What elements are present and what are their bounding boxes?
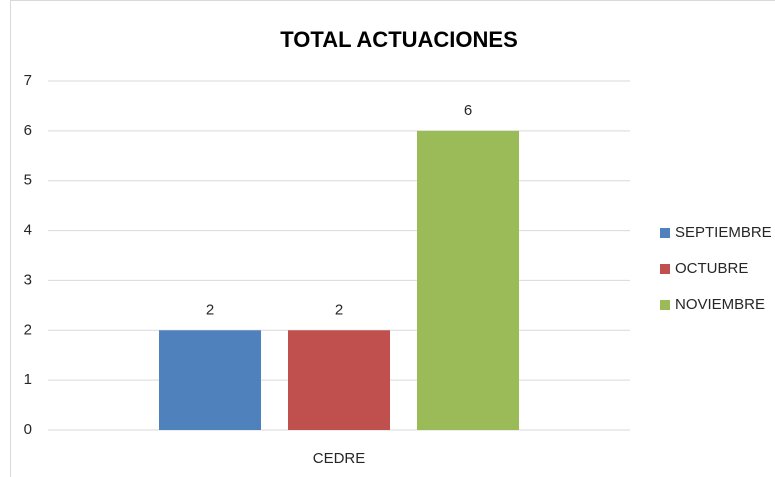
- chart-title: TOTAL ACTUACIONES: [280, 27, 518, 52]
- data-label: 6: [464, 102, 472, 119]
- y-tick-label: 6: [24, 122, 32, 139]
- legend-swatch: [660, 300, 670, 310]
- y-tick-label: 1: [24, 371, 32, 388]
- x-tick-label: CEDRE: [313, 450, 366, 467]
- data-label: 2: [206, 301, 214, 318]
- legend-label: OCTUBRE: [675, 260, 748, 277]
- legend-label: NOVIEMBRE: [675, 296, 765, 313]
- y-tick-label: 5: [24, 172, 32, 189]
- y-tick-label: 3: [24, 271, 32, 288]
- data-label: 2: [335, 301, 343, 318]
- y-tick-label: 7: [24, 72, 32, 89]
- bar: [417, 130, 519, 430]
- bar: [288, 330, 390, 430]
- legend-swatch: [660, 228, 670, 238]
- y-tick-label: 2: [24, 321, 32, 338]
- legend-swatch: [660, 264, 670, 274]
- bar: [159, 330, 261, 430]
- legend-label: SEPTIEMBRE: [675, 224, 772, 241]
- y-tick-label: 0: [24, 421, 32, 438]
- chart-frame: [10, 0, 775, 477]
- y-tick-label: 4: [24, 222, 32, 239]
